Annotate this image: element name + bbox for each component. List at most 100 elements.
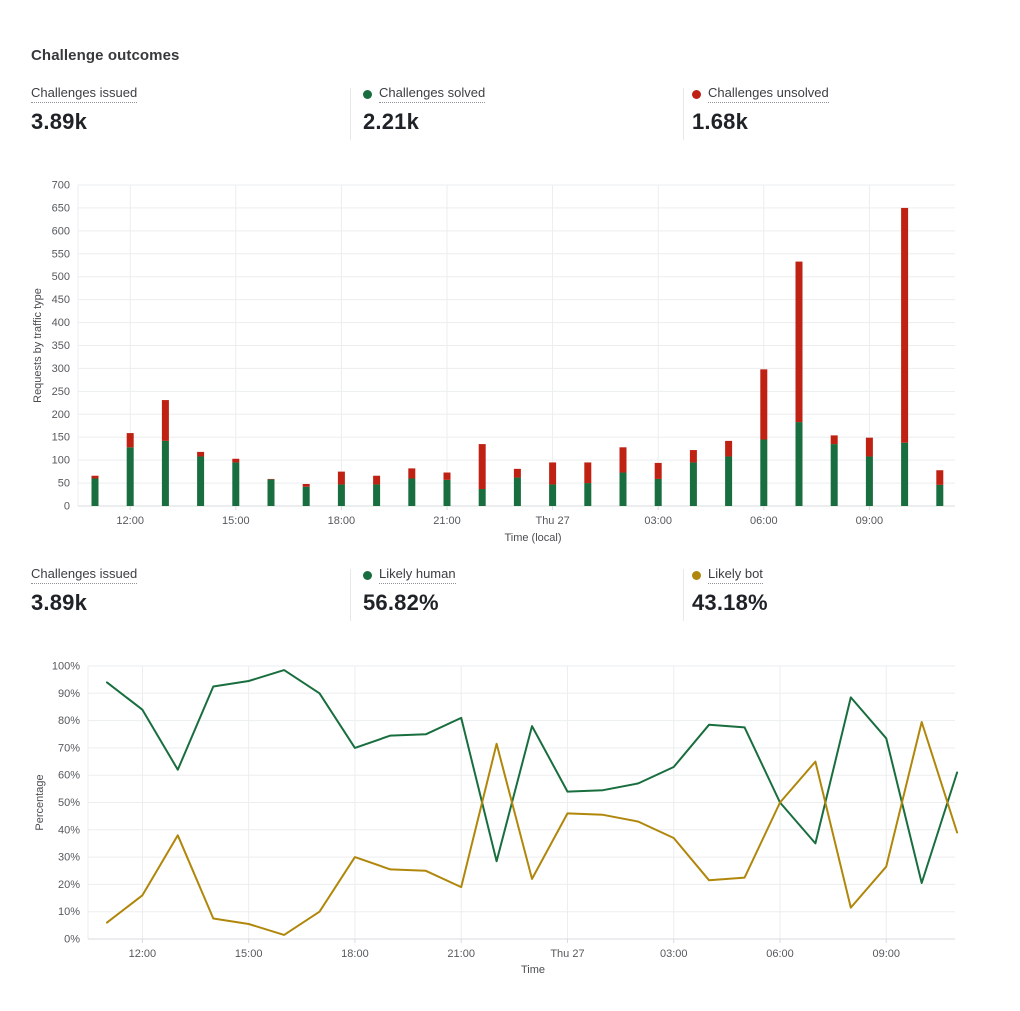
stats-divider	[350, 88, 351, 140]
bar-segment-challenges-solved[interactable]	[478, 489, 486, 506]
x-axis-title: Time	[521, 964, 545, 976]
bar-segment-challenges-solved[interactable]	[936, 484, 944, 506]
stat-challenges-solved: Challenges solved 2.21k	[363, 85, 486, 135]
bar-segment-challenges-unsolved[interactable]	[337, 471, 345, 485]
bar-segment-challenges-solved[interactable]	[830, 444, 838, 506]
bar-segment-challenges-unsolved[interactable]	[619, 447, 627, 473]
bar-segment-challenges-solved[interactable]	[619, 472, 627, 506]
x-axis-tick-label: Thu 27	[535, 515, 569, 527]
likely-bot-value: 43.18%	[692, 590, 768, 615]
bar-segment-challenges-solved[interactable]	[267, 479, 275, 506]
bar-segment-challenges-unsolved[interactable]	[725, 440, 733, 457]
bar-segment-challenges-solved[interactable]	[91, 478, 99, 506]
bar-segment-challenges-unsolved[interactable]	[654, 462, 662, 479]
x-axis-tick-label: 06:00	[750, 515, 778, 527]
x-axis-tick-label: 03:00	[644, 515, 672, 527]
x-axis-tick-label: 18:00	[328, 515, 356, 527]
bar-segment-challenges-unsolved[interactable]	[197, 451, 205, 457]
bar-segment-challenges-unsolved[interactable]	[408, 468, 416, 479]
challenges-solved-legend-dot	[363, 89, 372, 99]
bar-segment-challenges-solved[interactable]	[689, 462, 697, 506]
bar-segment-challenges-unsolved[interactable]	[161, 400, 169, 441]
bar-segment-challenges-solved[interactable]	[337, 484, 345, 506]
bar-segment-challenges-unsolved[interactable]	[936, 470, 944, 485]
y-axis-tick-label: 0%	[64, 934, 80, 946]
bar-segment-challenges-solved[interactable]	[408, 478, 416, 506]
bar-segment-challenges-unsolved[interactable]	[302, 483, 310, 487]
line-likely-bot[interactable]	[106, 721, 959, 936]
bar-segment-challenges-solved[interactable]	[584, 483, 592, 506]
bar-segment-challenges-unsolved[interactable]	[901, 207, 909, 443]
bar-segment-challenges-unsolved[interactable]	[478, 444, 486, 490]
challenges-unsolved-label[interactable]: Challenges unsolved	[708, 85, 829, 103]
x-axis-tick-label: 15:00	[235, 948, 263, 960]
bar-segment-challenges-solved[interactable]	[197, 456, 205, 506]
bar-segment-challenges-unsolved[interactable]	[689, 450, 697, 463]
likely-human-label[interactable]: Likely human	[379, 566, 456, 584]
y-axis-title: Requests by traffic type	[32, 288, 44, 403]
bar-segment-challenges-solved[interactable]	[443, 479, 451, 506]
bar-segment-challenges-unsolved[interactable]	[443, 472, 451, 480]
x-axis-title: Time (local)	[504, 532, 561, 544]
x-axis-tick-label: 12:00	[116, 515, 144, 527]
bar-segment-challenges-unsolved[interactable]	[584, 462, 592, 484]
stats-divider	[683, 88, 684, 140]
stats-divider	[350, 569, 351, 621]
bar-segment-challenges-unsolved[interactable]	[760, 369, 768, 440]
y-axis-tick-label: 80%	[58, 715, 80, 727]
bar-segment-challenges-solved[interactable]	[513, 477, 521, 506]
challenges-solved-label[interactable]: Challenges solved	[379, 85, 486, 103]
bar-segment-challenges-solved[interactable]	[302, 486, 310, 506]
y-axis-tick-label: 50	[58, 478, 70, 490]
stat-likely-bot: Likely bot 43.18%	[692, 566, 768, 616]
bar-segment-challenges-solved[interactable]	[232, 462, 240, 506]
bar-segment-challenges-unsolved[interactable]	[91, 475, 99, 479]
x-axis-tick-label: 18:00	[341, 948, 369, 960]
y-axis-tick-label: 700	[52, 180, 70, 192]
bar-segment-challenges-solved[interactable]	[901, 442, 909, 506]
likely-human-value: 56.82%	[363, 590, 439, 615]
bar-segment-challenges-unsolved[interactable]	[232, 458, 240, 463]
stat-challenges-issued-2: Challenges issued 3.89k	[31, 566, 138, 616]
bar-segment-challenges-unsolved[interactable]	[513, 468, 521, 478]
y-axis-tick-label: 90%	[58, 688, 80, 700]
bar-segment-challenges-solved[interactable]	[760, 439, 768, 506]
bar-segment-challenges-solved[interactable]	[126, 447, 134, 506]
line-likely-human[interactable]	[106, 669, 959, 884]
y-axis-title: Percentage	[34, 774, 46, 830]
y-axis-tick-label: 650	[52, 202, 70, 214]
x-axis-tick-label: 15:00	[222, 515, 250, 527]
y-axis-tick-label: 20%	[58, 879, 80, 891]
y-axis-tick-label: 150	[52, 432, 70, 444]
bar-segment-challenges-unsolved[interactable]	[865, 437, 873, 457]
challenges-issued-label[interactable]: Challenges issued	[31, 85, 138, 103]
bar-segment-challenges-unsolved[interactable]	[795, 261, 803, 423]
challenges-issued-value-2: 3.89k	[31, 590, 88, 615]
stats-row-challenge-outcomes: Challenges issued 3.89k Challenges solve…	[0, 85, 1020, 142]
bar-segment-challenges-solved[interactable]	[373, 484, 381, 506]
y-axis-tick-label: 350	[52, 340, 70, 352]
bar-segment-challenges-solved[interactable]	[549, 484, 557, 506]
bar-segment-challenges-unsolved[interactable]	[549, 462, 557, 485]
likely-bot-label[interactable]: Likely bot	[708, 566, 763, 584]
bar-segment-challenges-unsolved[interactable]	[830, 435, 838, 445]
x-axis-tick-label: 21:00	[447, 948, 475, 960]
y-axis-tick-label: 300	[52, 363, 70, 375]
requests-by-traffic-type-chart[interactable]: 0 50 100 150 200 250 300 350 400 450 500 550 600 650 7…	[0, 172, 1020, 550]
bar-segment-challenges-solved[interactable]	[654, 478, 662, 506]
human-bot-percentage-chart[interactable]: 0% 10% 20% 30% 40% 50% 60% 70% 80% 90% 100% 12:00 15…	[0, 650, 1020, 1011]
bar-segment-challenges-solved[interactable]	[161, 440, 169, 506]
x-axis-tick-label: Thu 27	[550, 948, 584, 960]
y-axis-tick-label: 450	[52, 294, 70, 306]
bar-segment-challenges-unsolved[interactable]	[126, 433, 134, 448]
y-axis-tick-label: 30%	[58, 852, 80, 864]
bar-segment-challenges-solved[interactable]	[725, 456, 733, 506]
bar-segment-challenges-solved[interactable]	[865, 456, 873, 506]
challenges-issued-label-2[interactable]: Challenges issued	[31, 566, 138, 584]
y-axis-tick-label: 10%	[58, 906, 80, 918]
x-axis-tick-label: 09:00	[856, 515, 884, 527]
bar-segment-challenges-solved[interactable]	[795, 422, 803, 506]
bar-segment-challenges-unsolved[interactable]	[373, 475, 381, 485]
stat-challenges-issued: Challenges issued 3.89k	[31, 85, 138, 135]
